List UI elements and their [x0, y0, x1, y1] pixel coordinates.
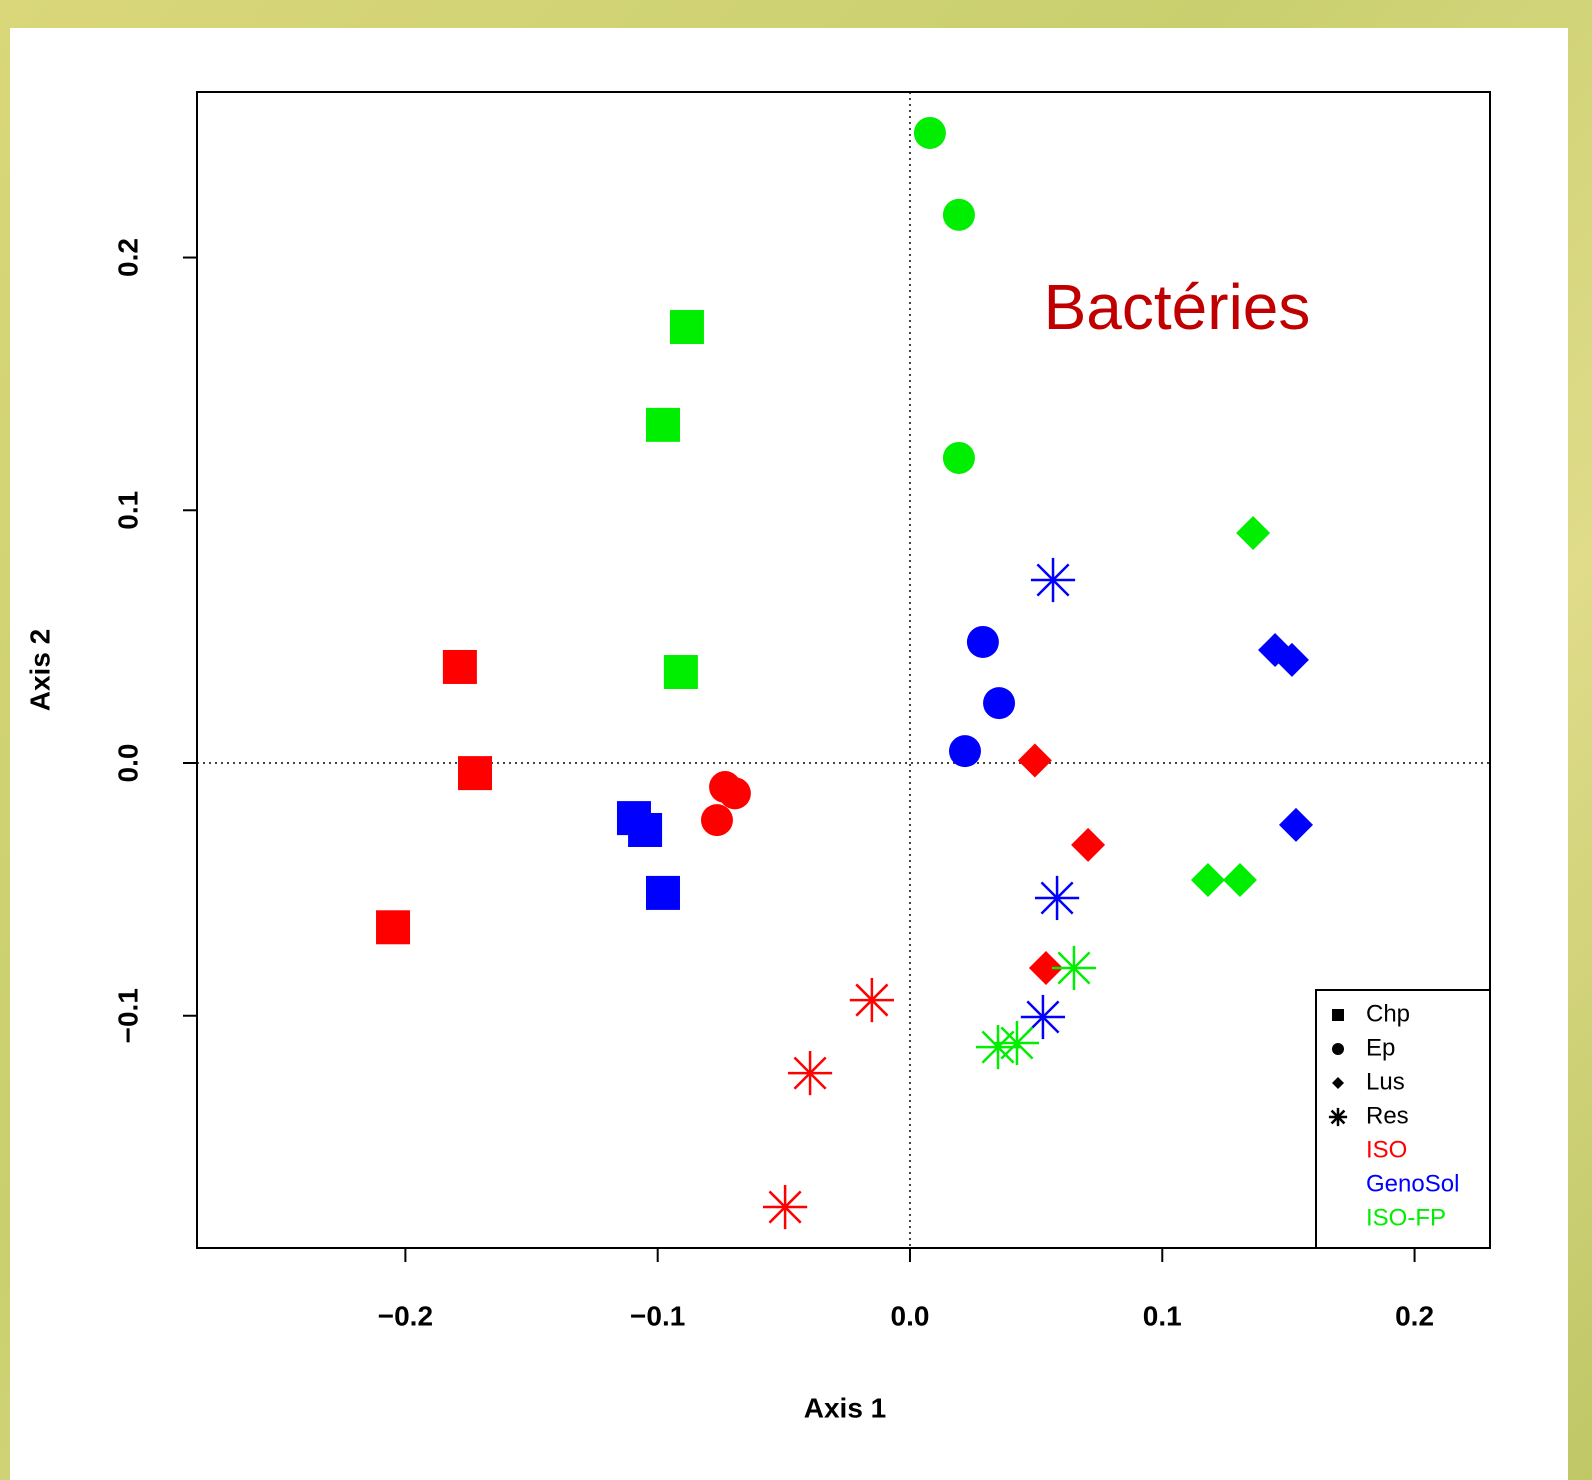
- asterisk-stroke: [768, 1190, 802, 1224]
- marker-circle: [942, 198, 975, 231]
- marker-diamond: [1278, 807, 1313, 842]
- marker-circle: [700, 804, 733, 837]
- marker-square: [458, 756, 493, 791]
- marker-square: [645, 875, 680, 910]
- marker-diamond: [1028, 950, 1063, 985]
- x-axis-label: Axis 1: [804, 1392, 887, 1423]
- marker-diamond: [1236, 516, 1271, 551]
- legend-box: [1315, 989, 1491, 1249]
- marker-asterisk: [762, 1184, 808, 1230]
- marker-circle: [948, 735, 981, 768]
- legend-label: ISO-FP: [1366, 1204, 1446, 1231]
- marker-asterisk: [1030, 557, 1076, 603]
- annotation: Bactéries: [1044, 271, 1311, 343]
- marker-circle: [1332, 1043, 1344, 1055]
- marker-asterisk: [1034, 875, 1080, 921]
- marker-square: [376, 910, 411, 945]
- legend-label: GenoSol: [1366, 1170, 1459, 1197]
- marker-circle: [983, 687, 1016, 720]
- marker-diamond: [1071, 827, 1106, 862]
- legend-label: Lus: [1366, 1068, 1405, 1095]
- marker-diamond: [1017, 743, 1052, 778]
- marker-square: [442, 649, 477, 684]
- y-tick-label: −0.1: [112, 988, 143, 1043]
- marker-asterisk: [787, 1051, 833, 1096]
- marker-asterisk: [1328, 1107, 1348, 1127]
- marker-diamond: [1274, 642, 1309, 677]
- asterisk-stroke: [1000, 1026, 1034, 1060]
- x-tick-label: 0.2: [1395, 1300, 1434, 1331]
- marker-circle: [913, 116, 946, 149]
- x-tick-label: 0.1: [1143, 1300, 1182, 1331]
- legend-label: Ep: [1366, 1034, 1395, 1061]
- marker-asterisk: [994, 1020, 1040, 1066]
- marker-square: [628, 812, 663, 847]
- marker-diamond: [1332, 1077, 1344, 1089]
- marker-circle: [942, 441, 975, 474]
- marker-circle: [966, 625, 999, 658]
- y-tick-label: 0.1: [112, 491, 143, 530]
- y-axis-label: Axis 2: [24, 629, 55, 712]
- asterisk-stroke: [855, 983, 889, 1017]
- x-tick-label: −0.2: [378, 1300, 433, 1331]
- asterisk-stroke: [1040, 881, 1074, 915]
- marker-square: [669, 310, 704, 345]
- plot-frame: [196, 91, 1491, 1249]
- asterisk-stroke: [1036, 563, 1070, 597]
- asterisk-stroke: [981, 1030, 1015, 1064]
- marker-square: [663, 655, 698, 690]
- marker-square: [1332, 1009, 1344, 1021]
- x-tick-label: −0.1: [630, 1300, 685, 1331]
- marker-asterisk: [849, 977, 894, 1023]
- marker-diamond: [1222, 863, 1257, 898]
- legend-label: Chp: [1366, 1000, 1410, 1027]
- y-tick-label: 0.2: [112, 238, 143, 277]
- y-tick-label: 0.0: [112, 744, 143, 783]
- marker-circle: [718, 777, 751, 810]
- asterisk-stroke: [1330, 1109, 1346, 1125]
- x-tick-label: 0.0: [891, 1300, 930, 1331]
- legend-label: ISO: [1366, 1136, 1407, 1163]
- marker-diamond: [1190, 863, 1225, 898]
- marker-asterisk: [1051, 945, 1097, 991]
- legend-label: Res: [1366, 1102, 1409, 1129]
- asterisk-stroke: [1057, 951, 1091, 985]
- marker-square: [645, 407, 680, 442]
- asterisk-stroke: [793, 1056, 827, 1090]
- panel: [10, 28, 1568, 1480]
